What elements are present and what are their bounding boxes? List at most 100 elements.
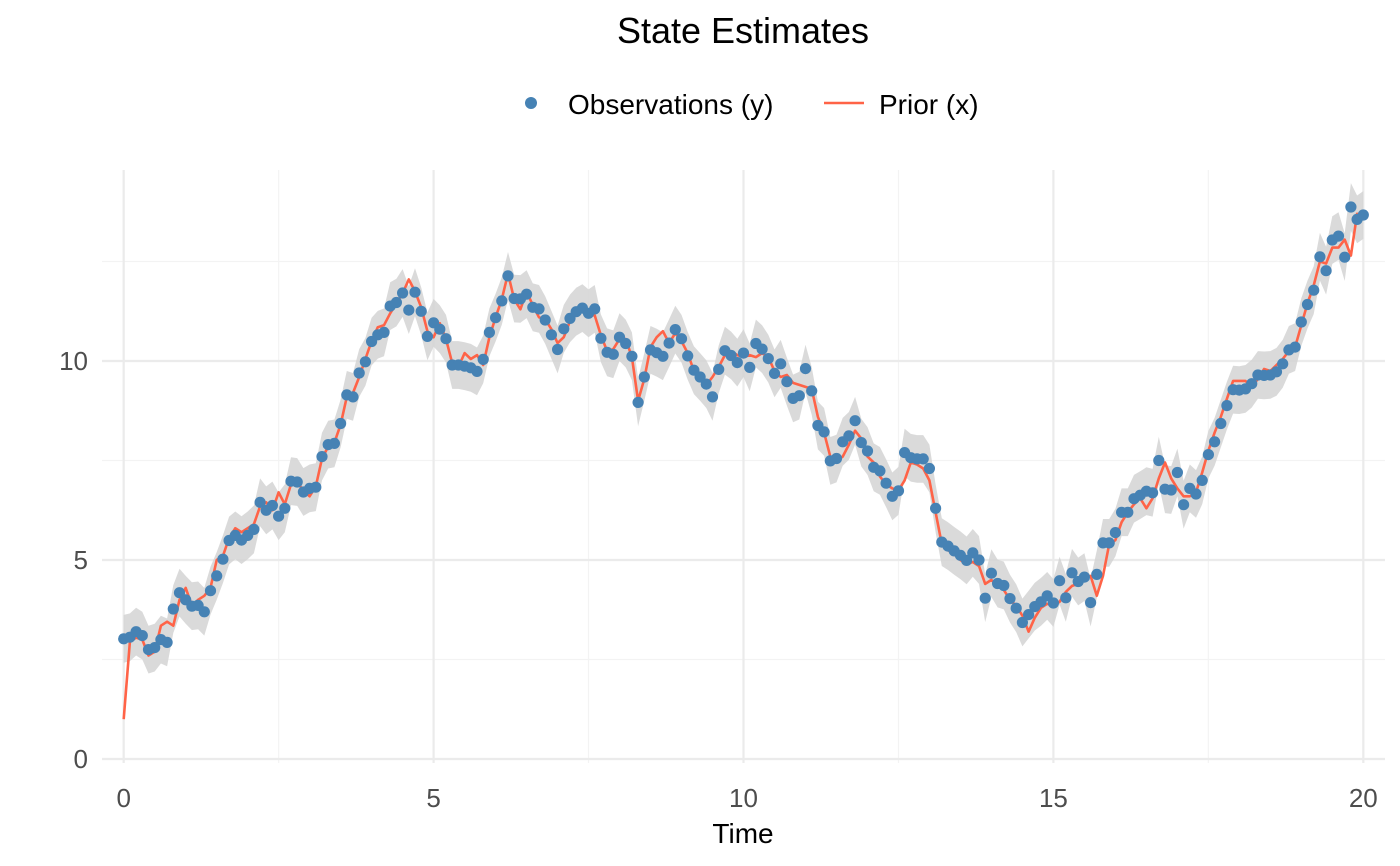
observation-point [892,485,905,497]
observation-point [682,350,694,362]
observation-point [861,445,874,457]
observation-point [502,270,514,282]
observation-point [1066,567,1078,579]
observation-point [638,371,650,383]
observation-point [626,350,638,362]
observation-point [1345,201,1357,213]
observation-point [620,337,632,350]
observation-point [700,378,712,390]
y-tick-label: 5 [74,545,88,575]
observation-point [347,391,359,403]
observation-point [1270,366,1283,378]
y-tick-label: 10 [59,346,88,376]
x-tick-label: 15 [1039,783,1068,813]
observation-point [675,333,688,345]
observation-point [359,356,371,368]
y-tick-label: 0 [74,744,88,774]
observation-point [415,305,427,317]
observation-point [328,437,340,449]
observation-point [248,523,260,536]
observation-point [1295,316,1307,328]
observation-point [657,350,669,362]
x-axis-ticks: 0 5 10 15 20 [116,783,1377,813]
observation-point [874,465,886,477]
observation-point [1196,474,1208,486]
observation-point [291,476,303,488]
observation-point [1357,209,1369,221]
observation-point [483,326,495,338]
observation-point [279,502,291,514]
observation-point [1221,400,1233,412]
legend-observations-marker [525,97,537,109]
observation-point [390,296,402,309]
observation-point [973,554,985,566]
observation-point [521,288,533,300]
observation-point [1165,484,1177,496]
observation-point [1004,593,1016,605]
observation-point [806,385,818,397]
observation-point [273,510,285,522]
observation-point [1085,597,1097,609]
observation-point [1320,265,1332,277]
legend: Observations (y) Prior (x) [525,89,979,120]
observation-point [1153,454,1165,467]
observation-point [440,333,452,345]
observation-point [198,606,210,618]
observation-point [985,567,998,579]
observation-point [663,337,675,349]
observation-point [1314,251,1326,263]
observation-point [310,481,322,493]
observation-point [1308,284,1320,296]
observation-point [545,329,558,341]
observation-point [781,376,793,388]
observation-point [552,343,564,356]
observation-point [471,365,483,377]
observation-point [768,367,781,379]
observation-point [434,323,446,335]
legend-observations-label: Observations (y) [568,89,773,120]
observation-point [961,554,973,567]
observation-point [855,437,867,449]
chart-title: State Estimates [617,10,869,51]
observation-point [744,361,756,373]
observation-point [793,390,805,402]
observation-point [409,286,421,298]
observation-point [830,452,843,465]
observation-point [589,303,601,315]
observation-point [880,477,892,489]
observation-point [1171,466,1183,479]
observation-point [762,353,774,365]
observation-point [669,324,681,336]
observation-point [533,303,545,315]
major-gridlines [102,170,1385,763]
observation-point [1209,436,1221,448]
x-tick-label: 0 [116,783,130,813]
observation-point [998,579,1010,592]
x-tick-label: 5 [426,783,440,813]
observation-point [149,642,161,654]
y-axis-ticks: 0 5 10 [59,346,88,774]
observation-point [335,417,347,430]
observation-point [1016,616,1028,629]
observation-point [204,585,217,597]
observation-point [1215,417,1227,430]
observation-point [930,502,942,514]
observation-point [632,396,644,408]
observation-point [496,295,508,307]
observation-point [737,347,750,359]
observation-point [1277,358,1289,370]
observation-point [1178,499,1190,511]
observation-point [1339,251,1351,263]
observation-point [607,348,619,360]
observation-point [1023,609,1035,621]
observation-point [818,426,830,438]
observation-point [595,332,607,344]
observation-point [558,323,570,335]
observation-point [1010,602,1022,614]
uncertainty-band [123,183,1364,674]
observation-point [167,603,179,615]
observation-point [421,330,433,342]
legend-prior-label: Prior (x) [879,89,979,120]
observation-point [1289,341,1301,353]
